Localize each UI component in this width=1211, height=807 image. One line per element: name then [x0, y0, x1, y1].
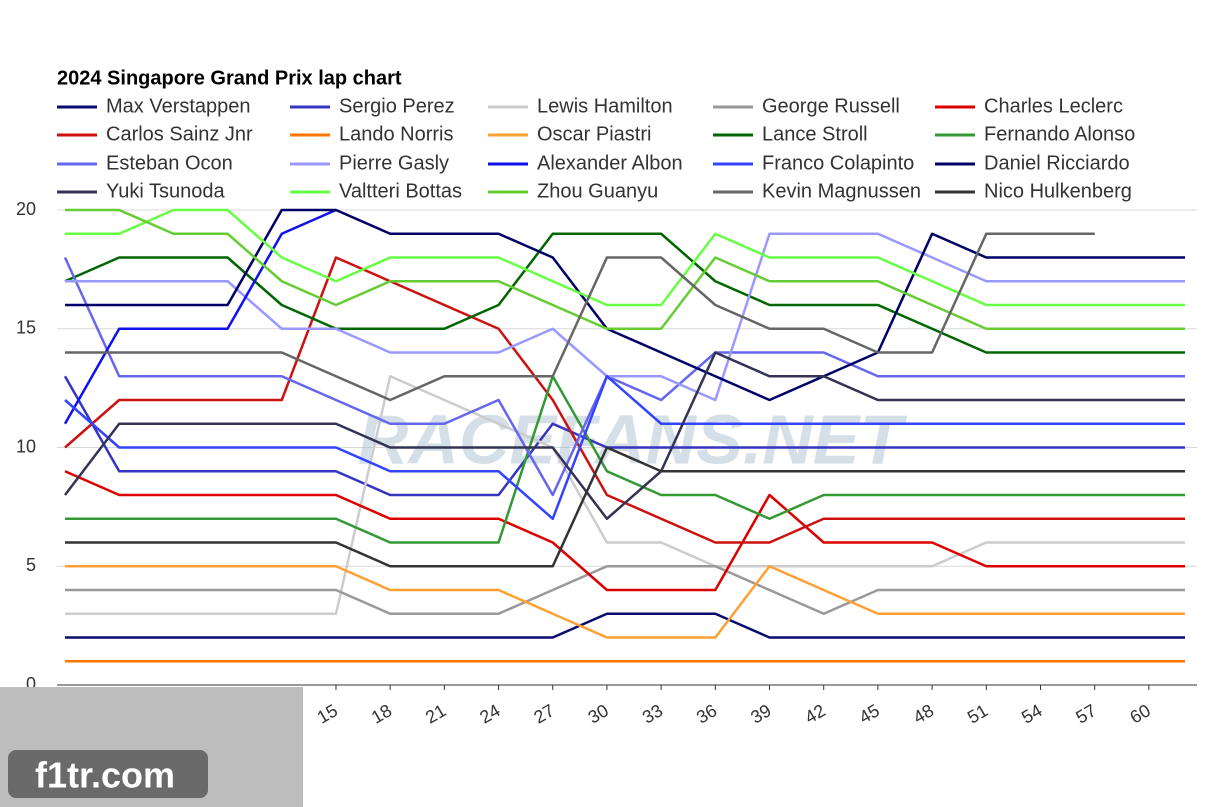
x-tick-label: 54	[1018, 700, 1045, 727]
legend-label: Charles Leclerc	[984, 95, 1123, 117]
legend-label: Oscar Piastri	[537, 123, 651, 145]
driver-line	[63, 375, 1185, 497]
chart-title: 2024 Singapore Grand Prix lap chart	[57, 67, 402, 89]
legend-label: Kevin Magnussen	[762, 180, 921, 202]
x-tick-label: 51	[964, 700, 991, 727]
legend-label: George Russell	[762, 95, 900, 117]
legend-label: Nico Hulkenberg	[984, 180, 1132, 202]
x-tick-label: 39	[747, 700, 774, 727]
driver-line	[65, 565, 1185, 615]
driver-line	[65, 375, 1185, 544]
x-tick-label: 57	[1072, 700, 1099, 727]
driver-line	[65, 232, 1095, 402]
x-tick-label: 48	[910, 700, 937, 727]
legend-label: Carlos Sainz Jnr	[106, 123, 253, 145]
legend-label: Fernando Alonso	[984, 123, 1135, 145]
x-tick-label: 21	[422, 700, 449, 727]
x-tick-label: 30	[585, 700, 612, 727]
legend-label: Lance Stroll	[762, 123, 868, 145]
y-tick-label: 10	[16, 436, 36, 456]
legend-label: Lando Norris	[339, 123, 454, 145]
legend-label: Alexander Albon	[537, 152, 683, 174]
x-tick-label: 42	[801, 700, 828, 727]
driver-line	[65, 612, 1185, 639]
legend-label: Daniel Ricciardo	[984, 152, 1130, 174]
driver-line	[63, 256, 1185, 497]
y-tick-label: 20	[16, 199, 36, 219]
driver-line	[65, 208, 1185, 307]
legend-label: Valtteri Bottas	[339, 180, 462, 202]
watermark: f1tr.com	[35, 755, 175, 796]
x-tick-label: 45	[856, 700, 883, 727]
legend-label: Sergio Perez	[339, 95, 455, 117]
x-tick-label: 15	[314, 700, 341, 727]
watermark-badge	[8, 750, 208, 798]
driver-line	[65, 208, 1185, 330]
legend: Max Verstappen Sergio Perez Lewis Hamilton…	[57, 95, 1135, 202]
driver-line	[64, 256, 1185, 544]
x-tick-label: 18	[368, 700, 395, 727]
driver-line	[64, 375, 1185, 520]
legend-label: Max Verstappen	[106, 95, 251, 117]
driver-line	[64, 351, 1185, 520]
legend-label: Pierre Gasly	[339, 152, 449, 174]
legend-label: Lewis Hamilton	[537, 95, 673, 117]
x-tick-label: 33	[639, 700, 666, 727]
driver-line	[65, 565, 1185, 639]
driver-line	[63, 208, 337, 425]
x-tick-label: 27	[530, 700, 557, 727]
driver-line	[64, 470, 1185, 592]
x-tick-label: 60	[1127, 700, 1154, 727]
driver-line	[65, 446, 1185, 568]
x-tick-label: 24	[476, 700, 503, 727]
legend-label: Yuki Tsunoda	[106, 180, 225, 202]
watermark: RACEFANS.NET	[358, 400, 908, 478]
x-tick-label: 36	[693, 700, 720, 727]
legend-label: Franco Colapinto	[762, 152, 914, 174]
driver-line	[65, 375, 1185, 615]
legend-label: Esteban Ocon	[106, 152, 233, 174]
plot	[63, 208, 1185, 663]
y-tick-label: 5	[26, 555, 36, 575]
legend-label: Zhou Guanyu	[537, 180, 658, 202]
y-tick-label: 15	[16, 318, 36, 338]
y-tick-label: 0	[26, 674, 36, 694]
driver-line	[65, 232, 1185, 402]
